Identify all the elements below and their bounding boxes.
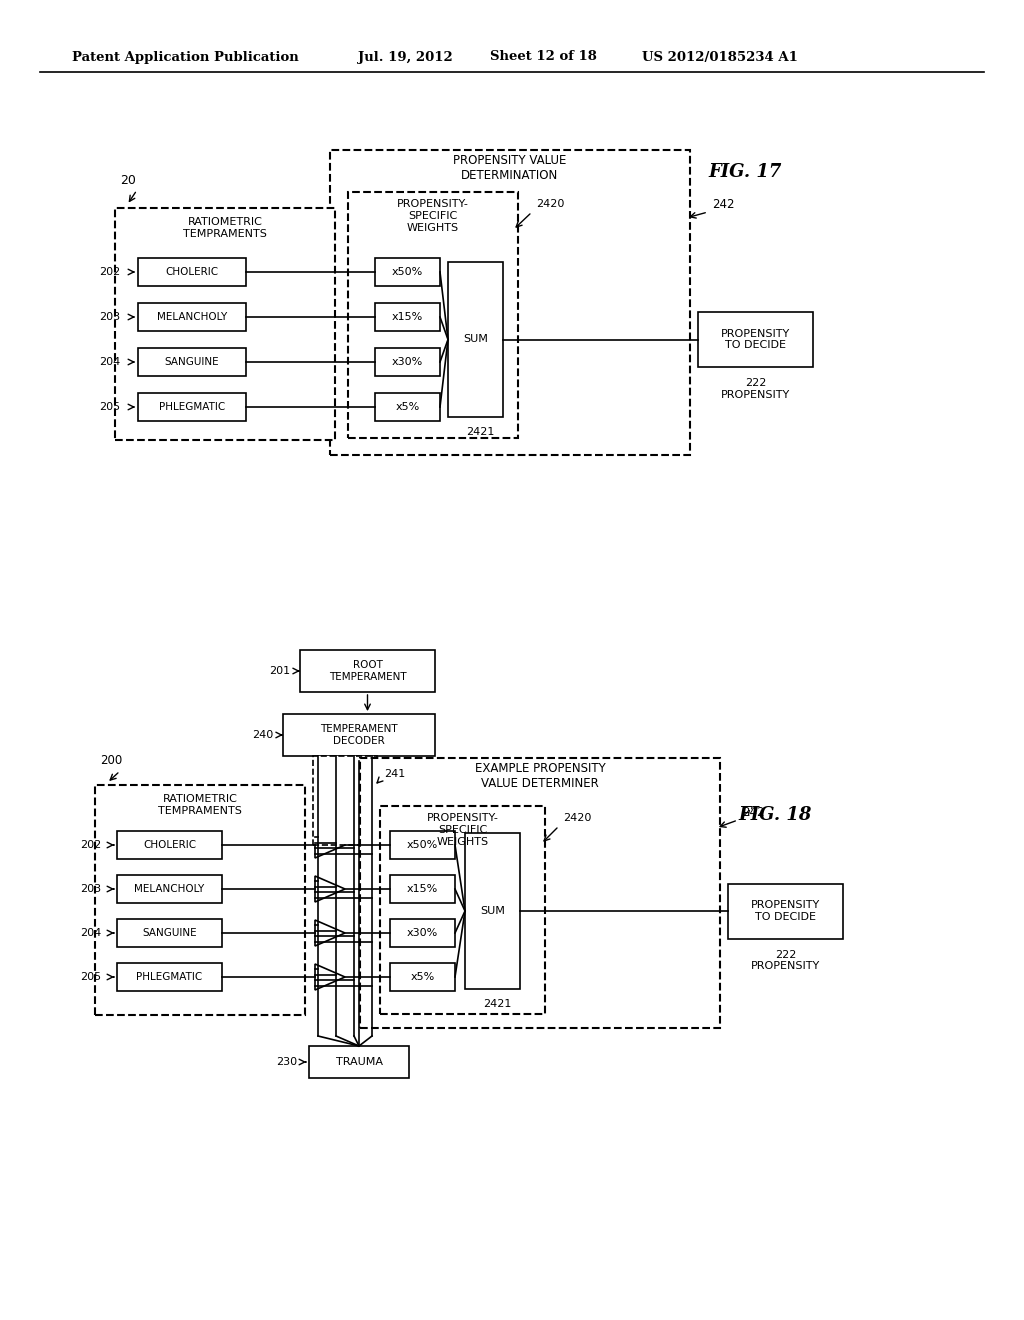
Text: 241: 241	[384, 770, 406, 779]
Text: RATIOMETRIC
TEMPRAMENTS: RATIOMETRIC TEMPRAMENTS	[183, 218, 267, 239]
FancyBboxPatch shape	[375, 304, 440, 331]
Text: 205: 205	[99, 403, 120, 412]
Text: 222
PROPENSITY: 222 PROPENSITY	[721, 379, 791, 400]
Text: SANGUINE: SANGUINE	[142, 928, 197, 939]
Text: PHLEGMATIC: PHLEGMATIC	[136, 972, 203, 982]
Text: MELANCHOLY: MELANCHOLY	[134, 884, 205, 894]
FancyBboxPatch shape	[300, 649, 435, 692]
Text: FIG. 17: FIG. 17	[708, 162, 781, 181]
Text: PROPENSITY
TO DECIDE: PROPENSITY TO DECIDE	[721, 329, 791, 350]
Text: 204: 204	[98, 356, 120, 367]
Text: x5%: x5%	[395, 403, 420, 412]
Text: ROOT
TEMPERAMENT: ROOT TEMPERAMENT	[329, 660, 407, 682]
Text: 203: 203	[80, 884, 101, 894]
FancyBboxPatch shape	[117, 919, 222, 946]
FancyBboxPatch shape	[313, 756, 377, 845]
Text: US 2012/0185234 A1: US 2012/0185234 A1	[642, 50, 798, 63]
FancyBboxPatch shape	[348, 191, 518, 438]
FancyBboxPatch shape	[390, 875, 455, 903]
Text: 240: 240	[252, 730, 273, 741]
Text: PROPENSITY-
SPECIFIC
WEIGHTS: PROPENSITY- SPECIFIC WEIGHTS	[397, 199, 469, 232]
Text: Jul. 19, 2012: Jul. 19, 2012	[358, 50, 453, 63]
FancyBboxPatch shape	[138, 348, 246, 376]
Text: PROPENSITY VALUE
DETERMINATION: PROPENSITY VALUE DETERMINATION	[454, 154, 566, 182]
Text: 242: 242	[712, 198, 734, 211]
Text: 201: 201	[269, 667, 290, 676]
Text: 20: 20	[120, 173, 136, 186]
Text: 202: 202	[98, 267, 120, 277]
Text: Sheet 12 of 18: Sheet 12 of 18	[490, 50, 597, 63]
Text: 230: 230	[275, 1057, 297, 1067]
Text: 222
PROPENSITY: 222 PROPENSITY	[751, 949, 820, 972]
FancyBboxPatch shape	[360, 758, 720, 1028]
Text: SUM: SUM	[463, 334, 488, 345]
Text: EXAMPLE PROPENSITY
VALUE DETERMINER: EXAMPLE PROPENSITY VALUE DETERMINER	[475, 762, 605, 789]
FancyBboxPatch shape	[138, 257, 246, 286]
Text: TEMPERAMENT
DECODER: TEMPERAMENT DECODER	[321, 725, 397, 746]
FancyBboxPatch shape	[375, 257, 440, 286]
FancyBboxPatch shape	[330, 150, 690, 455]
Text: x5%: x5%	[411, 972, 434, 982]
FancyBboxPatch shape	[375, 348, 440, 376]
Text: CHOLERIC: CHOLERIC	[166, 267, 218, 277]
FancyBboxPatch shape	[728, 883, 843, 939]
Text: SUM: SUM	[480, 906, 505, 916]
Text: x15%: x15%	[407, 884, 438, 894]
Text: 204: 204	[80, 928, 101, 939]
Text: x30%: x30%	[392, 356, 423, 367]
FancyBboxPatch shape	[283, 714, 435, 756]
FancyBboxPatch shape	[375, 393, 440, 421]
Text: TRAUMA: TRAUMA	[336, 1057, 383, 1067]
FancyBboxPatch shape	[390, 832, 455, 859]
FancyBboxPatch shape	[117, 832, 222, 859]
Text: CHOLERIC: CHOLERIC	[143, 840, 196, 850]
Text: PHLEGMATIC: PHLEGMATIC	[159, 403, 225, 412]
Text: MELANCHOLY: MELANCHOLY	[157, 312, 227, 322]
Text: 2420: 2420	[536, 199, 564, 209]
FancyBboxPatch shape	[390, 919, 455, 946]
FancyBboxPatch shape	[309, 1045, 409, 1078]
FancyBboxPatch shape	[698, 312, 813, 367]
Text: 2421: 2421	[483, 999, 512, 1008]
Text: x50%: x50%	[407, 840, 438, 850]
Text: x30%: x30%	[407, 928, 438, 939]
FancyBboxPatch shape	[465, 833, 520, 989]
FancyBboxPatch shape	[117, 875, 222, 903]
FancyBboxPatch shape	[117, 964, 222, 991]
Text: x50%: x50%	[392, 267, 423, 277]
Text: 203: 203	[99, 312, 120, 322]
FancyBboxPatch shape	[138, 304, 246, 331]
Text: 205: 205	[80, 972, 101, 982]
FancyBboxPatch shape	[138, 393, 246, 421]
FancyBboxPatch shape	[390, 964, 455, 991]
Text: PROPENSITY-
SPECIFIC
WEIGHTS: PROPENSITY- SPECIFIC WEIGHTS	[427, 813, 499, 846]
FancyBboxPatch shape	[380, 807, 545, 1014]
Text: x15%: x15%	[392, 312, 423, 322]
Text: 2420: 2420	[563, 813, 592, 822]
Text: RATIOMETRIC
TEMPRAMENTS: RATIOMETRIC TEMPRAMENTS	[158, 795, 242, 816]
FancyBboxPatch shape	[449, 261, 503, 417]
Text: FIG. 18: FIG. 18	[738, 807, 811, 824]
FancyBboxPatch shape	[95, 785, 305, 1015]
Text: PROPENSITY
TO DECIDE: PROPENSITY TO DECIDE	[751, 900, 820, 921]
Text: 202: 202	[80, 840, 101, 850]
Text: Patent Application Publication: Patent Application Publication	[72, 50, 299, 63]
Text: 2421: 2421	[466, 426, 495, 437]
Text: 200: 200	[100, 754, 122, 767]
Text: SANGUINE: SANGUINE	[165, 356, 219, 367]
Text: 242: 242	[742, 807, 765, 820]
FancyBboxPatch shape	[115, 209, 335, 440]
